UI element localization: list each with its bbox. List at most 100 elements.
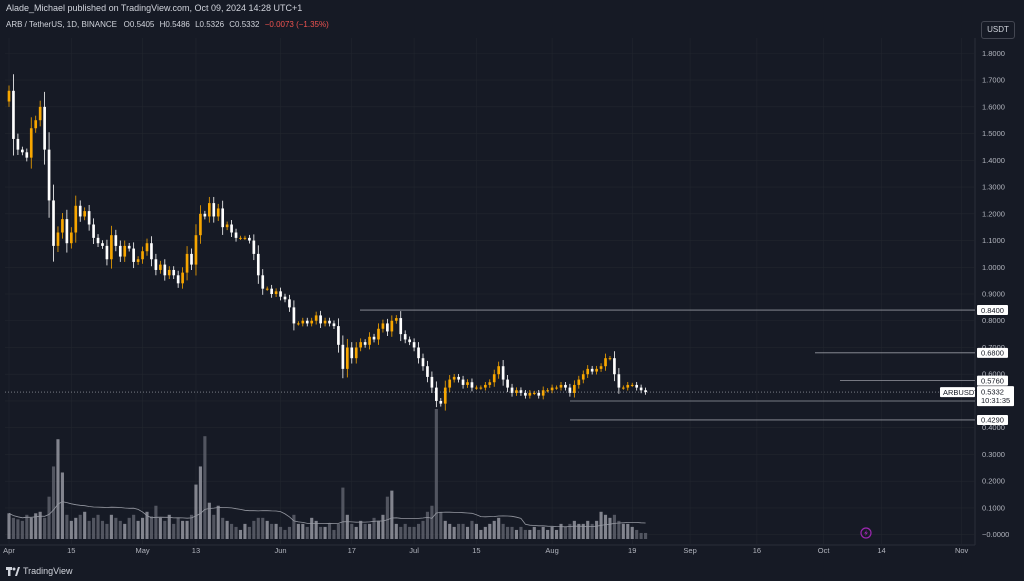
volume-bar — [185, 520, 189, 539]
volume-bar — [430, 505, 434, 539]
candle-body — [105, 245, 109, 260]
candle-body — [274, 291, 278, 295]
candle-body — [185, 253, 189, 273]
volume-bar — [523, 529, 527, 539]
volume-bar — [514, 529, 519, 539]
candle-body — [448, 379, 452, 388]
volume-bar — [123, 523, 127, 539]
volume-bar — [563, 526, 568, 539]
symbol-name[interactable]: ARB / TetherUS, 1D, BINANCE — [6, 20, 117, 29]
candle-body — [537, 392, 541, 396]
candle-body — [216, 208, 220, 217]
candle-body — [252, 240, 256, 254]
candle-body — [110, 235, 113, 260]
candle-body — [608, 358, 612, 360]
level-tag — [977, 414, 1008, 425]
volume-bar — [434, 409, 438, 539]
volume-bar — [376, 520, 381, 539]
candle-body — [564, 384, 567, 388]
volume-bar — [136, 520, 140, 539]
lightning-icon — [860, 527, 872, 539]
volume-bar — [203, 436, 207, 539]
candle-body — [52, 200, 55, 246]
volume-bar — [243, 523, 247, 539]
volume-bar — [550, 526, 554, 539]
candle-body — [359, 342, 363, 348]
candle-body — [412, 342, 416, 348]
candle-body — [83, 211, 87, 217]
tradingview-logo[interactable]: TradingView — [6, 566, 73, 577]
volume-bar — [118, 520, 122, 539]
candle-body — [172, 269, 176, 276]
candle-body — [43, 106, 46, 150]
candle-body — [488, 382, 492, 385]
candle-body — [528, 392, 532, 396]
level-tag — [977, 375, 1008, 386]
currency-button[interactable]: USDT — [981, 21, 1015, 39]
volume-bar — [403, 523, 407, 539]
candle-body — [497, 366, 501, 375]
volume-bar — [457, 523, 461, 539]
volume-bar — [519, 526, 523, 539]
candle-body — [225, 224, 229, 228]
candle-body — [323, 320, 327, 324]
candle-body — [29, 128, 33, 158]
level-tag-label: 0.5760 — [981, 376, 1004, 385]
y-tick-label: 1.1000 — [982, 236, 1005, 245]
candle-body — [239, 237, 242, 239]
candle-body — [506, 379, 509, 388]
volume-bar — [488, 523, 492, 539]
candle-body — [65, 219, 69, 244]
candle-body — [341, 344, 345, 369]
y-tick-label: 0.8000 — [982, 316, 1005, 325]
volume-bar — [323, 526, 327, 539]
volume-bar — [56, 439, 60, 539]
candle-body — [595, 368, 598, 372]
candle-body — [599, 366, 603, 369]
level-tag — [977, 347, 1008, 358]
candle-body — [163, 264, 167, 276]
volume-bar — [554, 529, 559, 539]
volume-bar — [181, 520, 185, 539]
volume-bar — [425, 511, 430, 539]
symbol-tag — [940, 387, 975, 398]
candle-body — [292, 307, 296, 324]
volume-bar — [385, 496, 389, 539]
candle-body — [368, 336, 371, 345]
volume-bar — [163, 520, 167, 539]
candle-body — [150, 243, 153, 260]
volume-bar — [483, 526, 487, 539]
volume-bar — [29, 517, 33, 539]
y-tick-label: 0.7000 — [982, 343, 1005, 352]
candle-body — [354, 347, 358, 359]
candle-body — [644, 390, 647, 393]
candle-body — [586, 368, 590, 375]
candle-body — [626, 384, 630, 388]
volume-bar — [92, 517, 96, 539]
volume-bar — [416, 523, 421, 539]
volume-bar — [528, 529, 532, 539]
volume-bar — [194, 484, 198, 539]
y-tick-label: 1.6000 — [982, 102, 1005, 111]
candle-body — [581, 374, 585, 380]
candle-body — [510, 387, 514, 393]
candle-body — [408, 339, 411, 343]
volume-bar — [301, 523, 305, 539]
candle-body — [38, 106, 42, 121]
volume-bar — [492, 520, 496, 539]
candle-body — [372, 336, 376, 340]
volume-bar — [350, 523, 354, 539]
candle-body — [492, 374, 496, 383]
candle-body — [386, 323, 389, 332]
x-tick-label: 17 — [348, 546, 356, 555]
candle-body — [194, 235, 198, 265]
candle-body — [96, 237, 100, 244]
candle-body — [399, 318, 403, 335]
volume-bar — [7, 513, 11, 539]
volume-bar — [145, 511, 149, 539]
volume-bar — [497, 517, 501, 539]
candle-body — [604, 358, 607, 367]
volume-bar — [212, 514, 216, 539]
volume-bar — [590, 523, 594, 539]
